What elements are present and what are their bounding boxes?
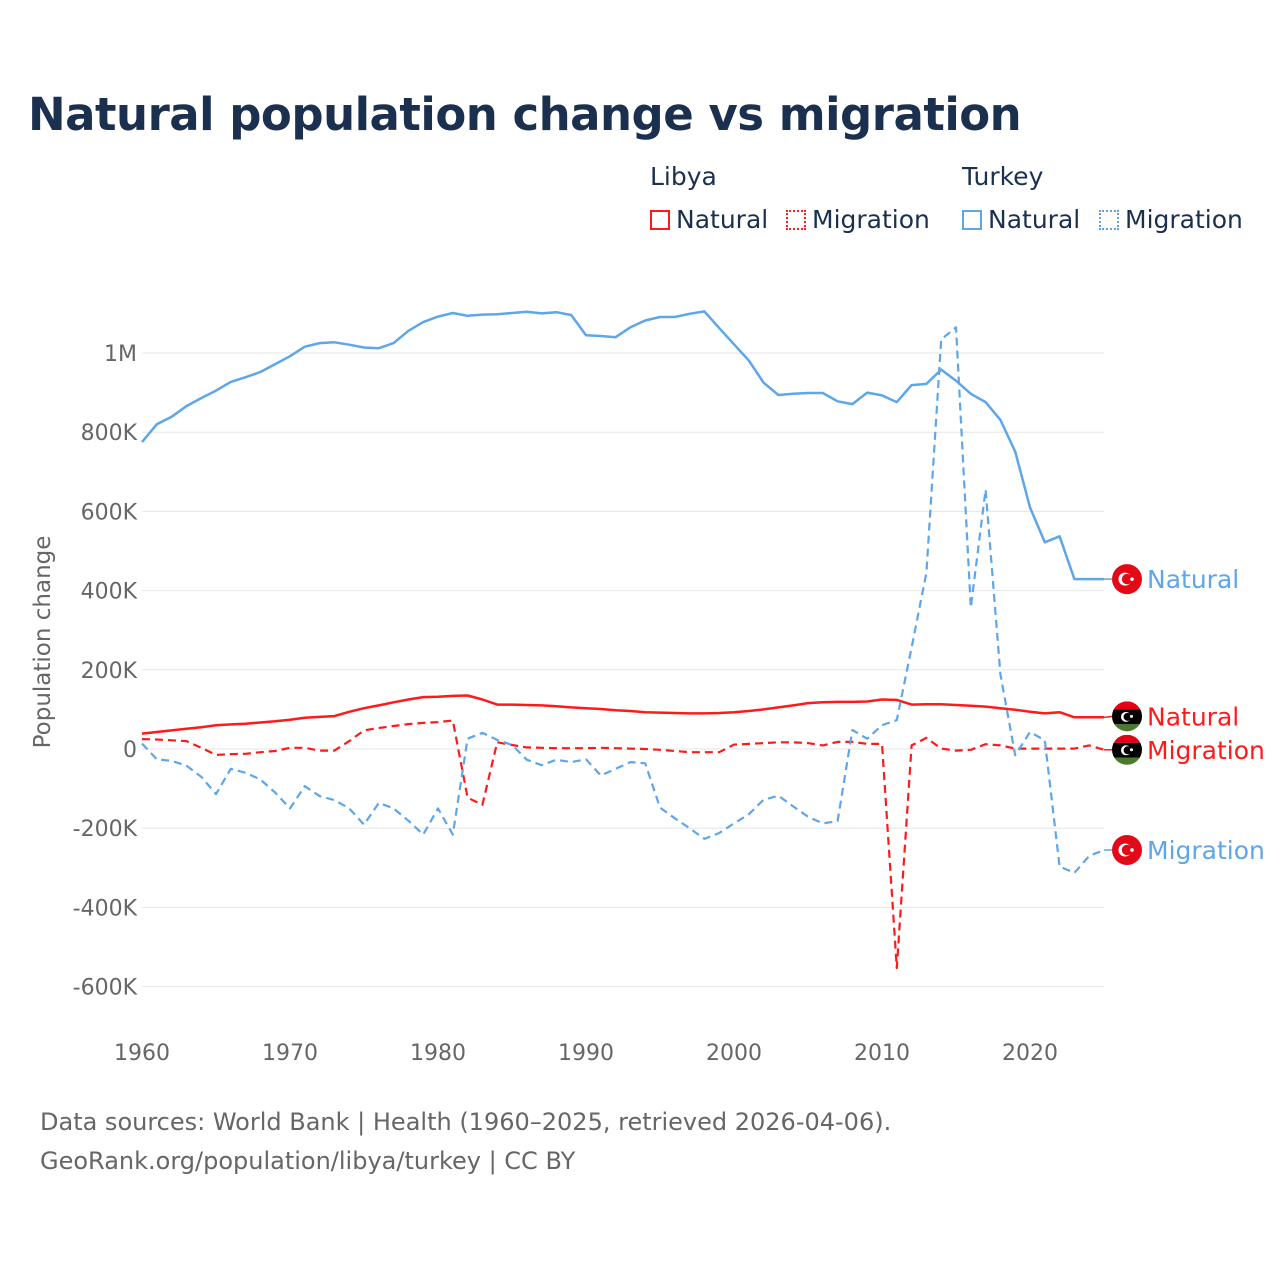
star — [1130, 577, 1134, 581]
star — [1130, 714, 1133, 718]
x-tick-label: 2000 — [706, 1041, 762, 1066]
x-tick-label: 2010 — [854, 1041, 910, 1066]
end-label-connector — [1103, 715, 1113, 719]
turkey-flag-icon — [1112, 834, 1142, 865]
legend-label: Natural — [676, 205, 769, 234]
legend-swatch-solid-blue — [962, 209, 982, 230]
chart-title: Natural population change vs migration — [28, 88, 1022, 141]
star — [1130, 848, 1134, 852]
legend-group-libya: Libya — [650, 162, 717, 191]
legend-label: Migration — [1125, 205, 1243, 234]
crescent-inner — [1123, 746, 1132, 755]
end-label-turkey-migration: Migration — [1147, 836, 1265, 865]
footer-sources: Data sources: World Bank | Health (1960–… — [40, 1108, 892, 1136]
y-tick-label: 400K — [81, 580, 138, 605]
x-tick-label: 1990 — [558, 1041, 614, 1066]
legend-swatch-solid-red — [650, 209, 670, 230]
y-tick-label: -400K — [73, 896, 138, 921]
legend-label: Natural — [988, 205, 1081, 234]
legend-item-turkey-migration[interactable]: Migration — [1099, 205, 1243, 234]
end-label-libya-migration: Migration — [1147, 736, 1265, 765]
y-axis-label: Population change — [30, 536, 56, 749]
band-green — [1112, 757, 1142, 765]
crescent-inner — [1121, 844, 1133, 856]
y-tick-label: -600K — [73, 976, 138, 1001]
band-red — [1112, 701, 1142, 710]
y-tick-label: 1M — [104, 342, 137, 367]
x-tick-label: 1960 — [114, 1041, 170, 1066]
legend-swatch-dotted-red — [786, 209, 806, 230]
legend-item-turkey-natural[interactable]: Natural — [962, 205, 1080, 234]
legend-label: Migration — [812, 205, 930, 234]
legend-item-libya-migration[interactable]: Migration — [786, 205, 930, 234]
end-label-libya-natural: Natural — [1147, 702, 1239, 731]
x-tick-label: 1980 — [410, 1041, 466, 1066]
y-tick-label: 800K — [81, 421, 138, 446]
libya-flag-icon — [1112, 734, 1142, 765]
x-tick-label: 1970 — [262, 1041, 318, 1066]
series-line-libya-migration — [141, 719, 1105, 970]
y-tick-label: -200K — [73, 817, 138, 842]
y-tick-label: 0 — [123, 738, 137, 763]
star — [1130, 748, 1133, 752]
y-tick-label: 200K — [81, 659, 138, 684]
series-line-turkey-migration — [141, 326, 1105, 874]
legend-group-turkey: Turkey — [962, 162, 1044, 191]
x-tick-label: 2020 — [1002, 1041, 1058, 1066]
legend-swatch-dotted-blue — [1099, 209, 1119, 230]
turkey-flag-icon — [1112, 564, 1142, 595]
legend-item-libya-natural[interactable]: Natural — [650, 205, 768, 234]
series-line-libya-natural — [141, 694, 1104, 735]
footer-link[interactable]: GeoRank.org/population/libya/turkey | CC… — [40, 1147, 576, 1175]
band-red — [1112, 734, 1142, 743]
series-line-turkey-natural — [141, 310, 1104, 581]
y-tick-label: 600K — [81, 500, 138, 525]
end-label-turkey-natural: Natural — [1147, 565, 1239, 594]
band-green — [1112, 724, 1142, 732]
crescent-inner — [1121, 573, 1133, 585]
crescent-inner — [1123, 712, 1132, 721]
libya-flag-icon — [1112, 701, 1142, 732]
